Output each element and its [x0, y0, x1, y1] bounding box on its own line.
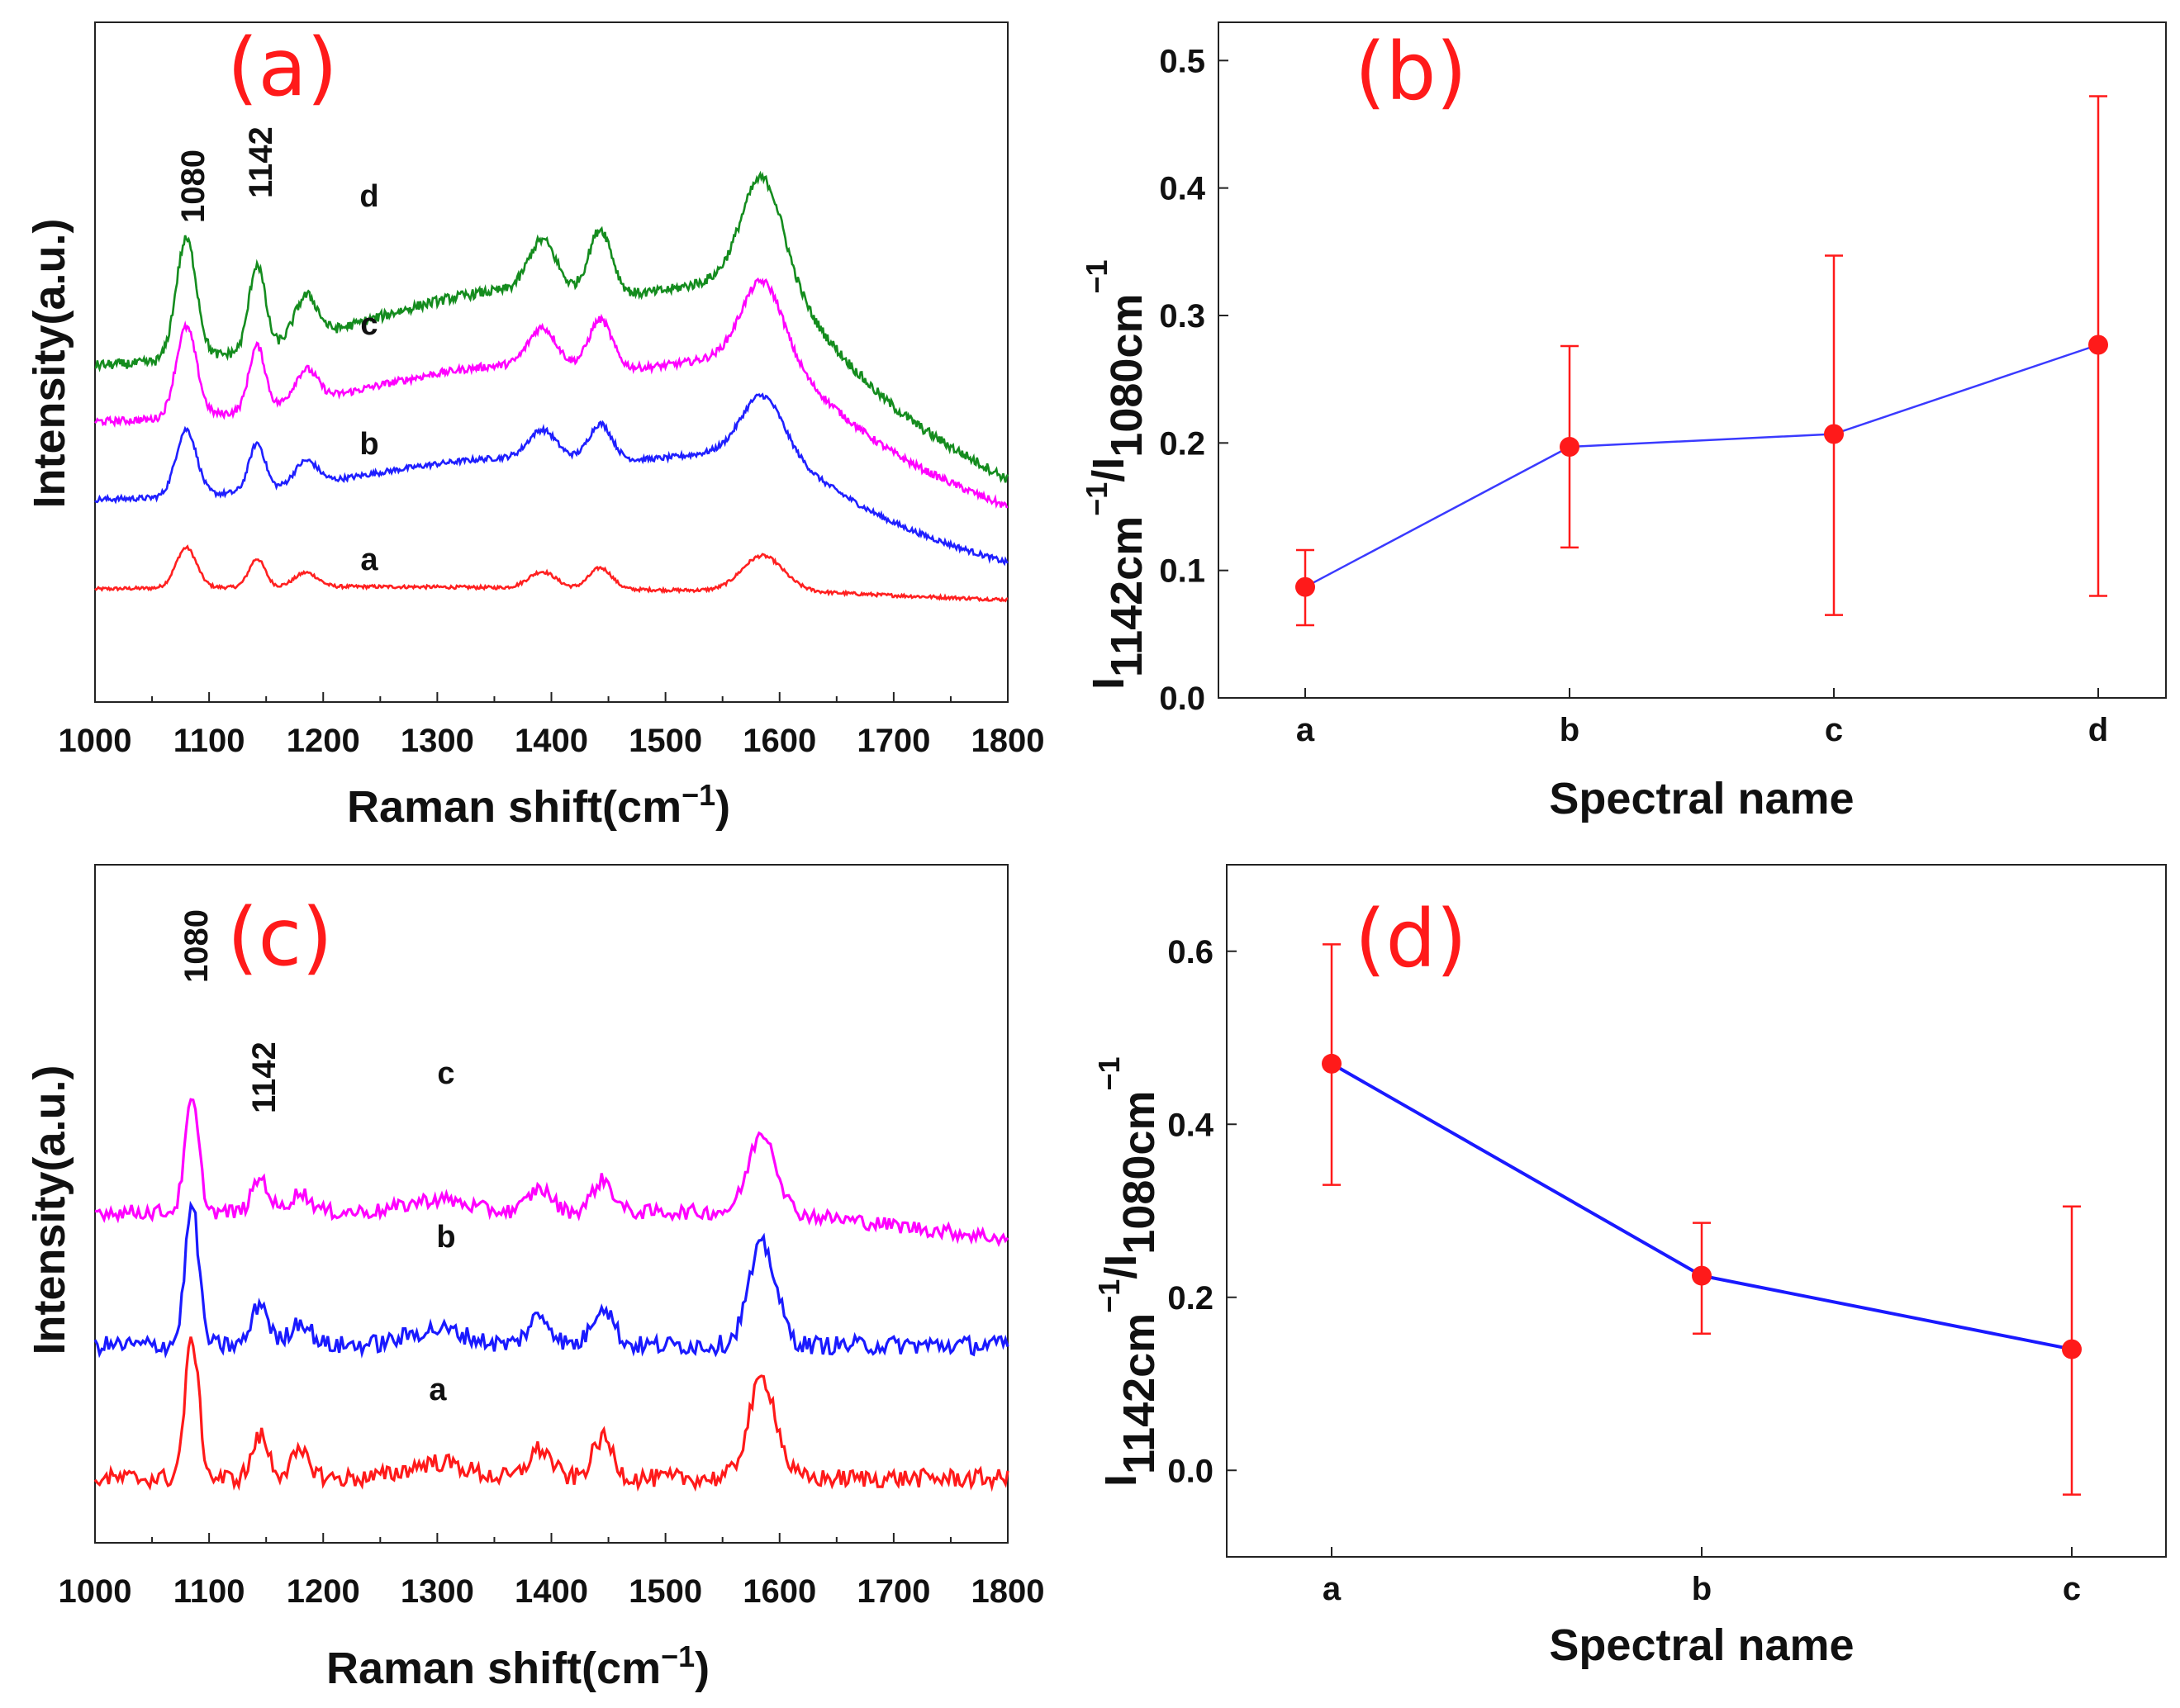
panel-c-x-tick-label-6: 1600 — [743, 1573, 816, 1610]
panel-b-y-tick-label-2: 0.2 — [1159, 425, 1205, 462]
panel-a-x-tick-label-2: 1200 — [287, 723, 360, 759]
panel-c-trace-labels: a b c — [429, 1056, 455, 1407]
panel-a-trace-label-a: a — [360, 543, 378, 577]
panel-b-x-tick-label-0: a — [1296, 712, 1315, 748]
panel-b-point-c — [1824, 424, 1844, 444]
panel-c-x-tick-label-0: 1000 — [59, 1573, 132, 1610]
panel-b: (b) 0.0 0.1 0.2 0.3 0.4 0.5 a b c d Spectral nam… — [1080, 21, 2167, 823]
panel-a-trace-label-c: c — [360, 307, 378, 342]
panel-b-x-tick-label-2: c — [1825, 712, 1843, 748]
panel-b-point-a — [1295, 576, 1315, 597]
panel-d-y-axis-label: I1142cm−1/I1080cm−1 — [1092, 1056, 1164, 1487]
panel-c-peak-1142: 1142 — [246, 1041, 283, 1113]
panel-c-trace-c — [94, 1098, 1009, 1248]
panel-c-x-tick-label-8: 1800 — [971, 1573, 1045, 1610]
panel-a-x-tick-label-0: 1000 — [59, 723, 132, 759]
panel-c-peak-1080: 1080 — [178, 909, 215, 983]
panel-c-x-tick-label-1: 1100 — [173, 1573, 245, 1610]
panel-c-label: (c) — [227, 891, 333, 984]
panel-a-x-tick-label-4: 1400 — [515, 723, 588, 759]
panel-b-point-d — [2088, 334, 2108, 355]
panel-c-trace-label-c: c — [437, 1056, 454, 1091]
panel-a-x-tick-label-8: 1800 — [971, 723, 1045, 759]
panel-d-y-tick-label-0: 0.0 — [1167, 1453, 1213, 1489]
panel-b-y-tick-label-1: 0.1 — [1159, 553, 1205, 590]
panel-a-trace-b — [94, 392, 1009, 567]
panel-d-x-axis-label: Spectral name — [1549, 1620, 1854, 1670]
panel-a-y-axis-label: Intensity(a.u.) — [25, 218, 74, 508]
panel-a-x-tick-label-6: 1600 — [743, 723, 816, 759]
panel-c-trace-a — [93, 1336, 1009, 1492]
panel-c-trace-b — [93, 1200, 1009, 1359]
panel-c-x-tick-label-3: 1300 — [401, 1573, 474, 1610]
panel-c-x-tick-label-4: 1400 — [515, 1573, 588, 1610]
panel-c-trace-label-a: a — [429, 1373, 447, 1407]
panel-b-y-tick-label-5: 0.5 — [1159, 43, 1205, 79]
panel-c-x-tick-label-7: 1700 — [857, 1573, 930, 1610]
panel-b-y-tick-label-4: 0.4 — [1159, 171, 1205, 207]
panel-d-frame — [1226, 864, 2167, 1558]
panel-d-data — [1322, 943, 2082, 1496]
panel-c-y-axis-label: Intensity(a.u.) — [25, 1065, 74, 1355]
panel-b-data — [1295, 95, 2108, 627]
panel-b-label: (b) — [1355, 26, 1467, 118]
panel-a-trace-label-b: b — [359, 427, 378, 462]
panel-d-y-tick-label-1: 0.2 — [1167, 1280, 1213, 1317]
panel-d-y-tick-label-2: 0.4 — [1167, 1107, 1213, 1143]
panel-a-x-tick-label-3: 1300 — [401, 723, 474, 759]
panel-a-traces — [94, 170, 1009, 603]
panel-b-x-tick-label-1: b — [1560, 712, 1579, 748]
panel-a-peak-1080: 1080 — [175, 149, 211, 223]
panel-d-y-tick-label-3: 0.6 — [1167, 934, 1213, 970]
panel-a-frame — [94, 21, 1009, 703]
panel-a-x-ticks: 1000 1100 1200 1300 1400 1500 1600 1700 1800 — [59, 692, 1045, 759]
panel-b-y-ticks: 0.0 0.1 0.2 0.3 0.4 0.5 — [1159, 43, 1228, 717]
panel-b-y-tick-label-3: 0.3 — [1159, 298, 1205, 334]
panel-b-x-axis-label: Spectral name — [1549, 774, 1854, 823]
panel-c-x-axis-label: Raman shift(cm−1) — [326, 1639, 710, 1693]
panel-d-y-ticks: 0.0 0.2 0.4 0.6 — [1167, 934, 1237, 1489]
panel-d-point-c — [2062, 1339, 2082, 1359]
panel-d-x-tick-label-2: c — [2063, 1571, 2081, 1607]
panel-a-trace-a — [94, 544, 1009, 603]
panel-d-point-a — [1322, 1053, 1342, 1074]
panel-d-x-ticks: a b c — [1323, 1547, 2081, 1607]
panel-b-series-line — [1304, 344, 2099, 588]
panel-b-point-b — [1560, 437, 1579, 457]
panel-c-traces — [93, 1098, 1009, 1492]
panel-b-frame — [1218, 21, 2167, 699]
panel-a-label: (a) — [227, 21, 338, 114]
panel-d-x-tick-label-1: b — [1692, 1571, 1712, 1607]
panel-c-trace-label-b: b — [436, 1220, 455, 1255]
panel-a-x-tick-label-7: 1700 — [857, 723, 930, 759]
panel-d-point-b — [1692, 1265, 1712, 1286]
panel-c: (c) a b c 1080 1142 1000 1100 1200 1300 1400 15… — [25, 864, 1045, 1693]
panel-a-trace-label-d: d — [359, 179, 378, 214]
panel-c-x-tick-label-2: 1200 — [287, 1573, 360, 1610]
panel-d: (d) 0.0 0.2 0.4 0.6 a b c Spectral name I1142… — [1092, 864, 2167, 1670]
panel-d-x-tick-label-0: a — [1323, 1571, 1342, 1607]
panel-a-x-axis-label: Raman shift(cm−1) — [347, 778, 730, 832]
panel-b-y-tick-label-0: 0.0 — [1159, 681, 1205, 717]
panel-a-peak-1142: 1142 — [243, 126, 279, 198]
panel-d-label: (d) — [1355, 893, 1467, 985]
panel-b-x-tick-label-3: d — [2088, 712, 2108, 748]
panel-c-x-tick-label-5: 1500 — [629, 1573, 702, 1610]
panel-a-trace-labels: a b c d — [359, 179, 378, 577]
panel-a-x-tick-label-1: 1100 — [173, 723, 245, 759]
panel-a-trace-c — [94, 277, 1009, 509]
panel-c-x-ticks: 1000 1100 1200 1300 1400 1500 1600 1700 1800 — [59, 1533, 1045, 1610]
panel-b-x-ticks: a b c d — [1296, 688, 2108, 748]
panel-a-trace-d — [94, 170, 1009, 483]
panel-b-y-axis-label: I1142cm−1/I1080cm−1 — [1080, 259, 1152, 690]
panel-a-x-tick-label-5: 1500 — [629, 723, 702, 759]
